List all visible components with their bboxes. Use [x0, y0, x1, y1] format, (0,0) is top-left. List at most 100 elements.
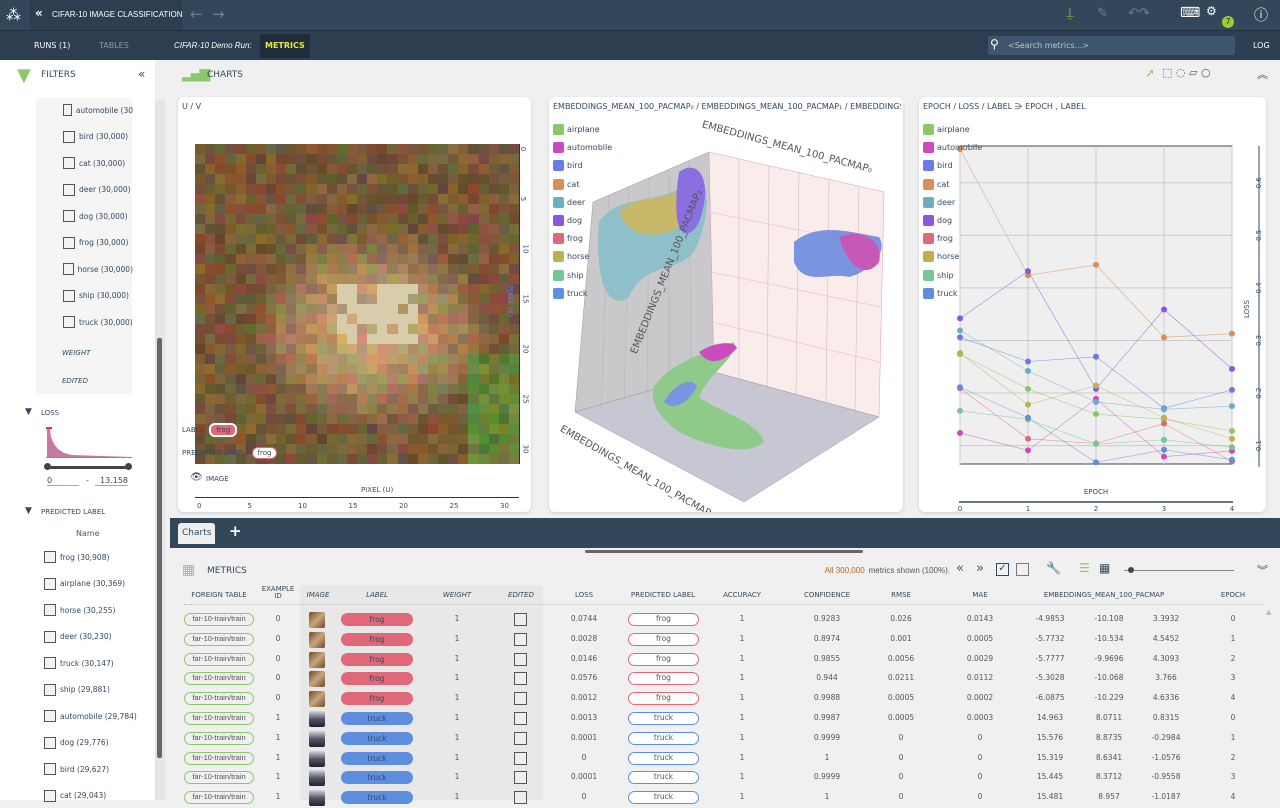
- image-thumbnail[interactable]: [309, 750, 325, 767]
- checkbox[interactable]: [63, 130, 75, 143]
- label-filter-item[interactable]: cat (30,000): [63, 157, 133, 169]
- wrench-icon[interactable]: 🔧: [1046, 561, 1061, 575]
- page-prev-icon[interactable]: «: [956, 561, 964, 576]
- select-tool-icon[interactable]: ➚: [1145, 66, 1156, 80]
- checkbox[interactable]: [44, 657, 56, 669]
- select-all-checkbox[interactable]: ✓: [996, 563, 1009, 576]
- loss-range-slider[interactable]: [47, 466, 130, 469]
- legend-item[interactable]: airplane: [553, 124, 600, 135]
- edited-checkbox[interactable]: [514, 712, 527, 725]
- foreign-table-badge[interactable]: far-10-train/train: [184, 672, 254, 686]
- legend-item[interactable]: deer: [923, 196, 955, 208]
- column-header[interactable]: EPOCH: [1220, 591, 1246, 599]
- add-tab-button[interactable]: +: [229, 522, 242, 540]
- table-row[interactable]: far-10-train/train 1 truck 1 0.0001 truck 1 0.9…: [170, 768, 1280, 788]
- foreign-table-badge[interactable]: far-10-train/train: [184, 632, 254, 646]
- legend-item[interactable]: deer: [553, 196, 585, 208]
- loss-line-plot[interactable]: 0.10.20.30.40.50.601234EPOCHLOSS: [919, 97, 1266, 512]
- panel-resize-handle[interactable]: [585, 550, 863, 553]
- legend-item[interactable]: horse: [553, 251, 589, 263]
- column-header[interactable]: EDITED: [508, 591, 534, 599]
- legend-item[interactable]: cat: [553, 178, 579, 190]
- legend-item[interactable]: automobile: [553, 142, 612, 154]
- edited-checkbox[interactable]: [514, 632, 527, 646]
- legend-item[interactable]: horse: [923, 251, 959, 263]
- checkbox[interactable]: [63, 210, 75, 222]
- checkbox[interactable]: [63, 263, 74, 275]
- label-filter-item[interactable]: dog (30,000): [63, 210, 133, 222]
- checkbox[interactable]: [44, 577, 56, 590]
- table-row[interactable]: far-10-train/train 0 frog 1 0.0028 frog 1 0.897…: [170, 630, 1280, 650]
- table-row[interactable]: far-10-train/train 1 truck 1 0 truck 1 1 0 0 15.31…: [170, 749, 1280, 769]
- tab-charts[interactable]: Charts: [178, 523, 216, 544]
- loss-min-handle[interactable]: [44, 463, 51, 470]
- loss-collapse-icon[interactable]: ▼: [25, 407, 32, 417]
- predicted-label-filter-item[interactable]: ship (29,881): [44, 683, 110, 696]
- legend-item[interactable]: automobile: [923, 142, 982, 154]
- predicted-label-filter-item[interactable]: automobile (29,784): [44, 710, 137, 722]
- forward-arrow-icon[interactable]: →: [212, 5, 225, 23]
- legend-item[interactable]: airplane: [923, 124, 970, 135]
- list-view-icon[interactable]: ☰: [1079, 561, 1090, 575]
- predicted-label-collapse-icon[interactable]: ▼: [25, 506, 32, 516]
- column-header[interactable]: FOREIGN TABLE: [191, 591, 247, 599]
- row-size-slider[interactable]: [1124, 570, 1234, 571]
- image-thumbnail[interactable]: [309, 790, 325, 807]
- label-filter-item[interactable]: deer (30,000): [63, 183, 133, 196]
- image-thumbnail[interactable]: [309, 711, 325, 727]
- label-badge[interactable]: truck: [341, 791, 413, 805]
- legend-item[interactable]: cat: [923, 178, 949, 190]
- logo-icon[interactable]: ⁂: [6, 6, 21, 24]
- image-thumbnail[interactable]: [309, 770, 325, 787]
- image-thumbnail[interactable]: [309, 651, 325, 668]
- tab-metrics[interactable]: METRICS: [260, 34, 310, 58]
- search-metrics-input[interactable]: ⚲ <Search metrics...>: [988, 36, 1235, 55]
- checkbox[interactable]: [44, 630, 56, 643]
- image-thumbnail[interactable]: [309, 730, 325, 747]
- loss-max-handle[interactable]: [125, 463, 132, 470]
- edit-icon[interactable]: ✎: [1097, 6, 1108, 21]
- column-header[interactable]: IMAGE: [306, 591, 330, 599]
- legend-item[interactable]: bird: [923, 160, 953, 172]
- table-row[interactable]: far-10-train/train 1 truck 1 0.0001 truck 1 0.9…: [170, 729, 1280, 749]
- column-header[interactable]: WEIGHT: [442, 591, 472, 599]
- grid-view-icon[interactable]: ▦: [1099, 561, 1111, 575]
- settings-icon[interactable]: ⚙: [1206, 4, 1217, 18]
- checkbox[interactable]: [44, 763, 56, 775]
- legend-item[interactable]: truck: [923, 287, 958, 299]
- keyboard-icon[interactable]: ⌨: [1180, 5, 1201, 21]
- column-header[interactable]: RMSE: [891, 591, 911, 599]
- loss-max-input[interactable]: 13.158: [95, 476, 128, 486]
- selection-tools-icon[interactable]: ⬚ ◌ ▱ ○: [1162, 66, 1211, 79]
- foreign-table-badge[interactable]: far-10-train/train: [184, 712, 254, 725]
- label-badge[interactable]: frog: [341, 613, 413, 626]
- page-next-icon[interactable]: »: [976, 561, 984, 576]
- tab-tables[interactable]: TABLES: [99, 41, 129, 50]
- legend-item[interactable]: bird: [553, 160, 583, 172]
- expand-icon[interactable]: ︾: [1257, 564, 1268, 577]
- checkbox[interactable]: [44, 551, 56, 563]
- collapse-charts-icon[interactable]: ︽: [1257, 68, 1268, 81]
- legend-item[interactable]: dog: [553, 215, 582, 226]
- legend-item[interactable]: truck: [553, 287, 588, 299]
- label-badge[interactable]: truck: [341, 712, 413, 725]
- label-badge[interactable]: frog: [341, 672, 413, 686]
- edited-checkbox[interactable]: [514, 692, 527, 706]
- foreign-table-badge[interactable]: far-10-train/train: [184, 731, 254, 745]
- predicted-label-filter-item[interactable]: cat (29,043): [44, 789, 106, 802]
- checkbox[interactable]: [63, 104, 72, 116]
- label-badge[interactable]: truck: [341, 731, 413, 745]
- foreign-table-badge[interactable]: far-10-train/train: [184, 692, 254, 706]
- eye-icon[interactable]: 👁: [190, 472, 203, 483]
- label-filter-item[interactable]: horse (30,000): [63, 263, 133, 275]
- label-filter-item[interactable]: bird (30,000): [63, 130, 133, 143]
- legend-item[interactable]: dog: [923, 215, 952, 226]
- log-button[interactable]: LOG: [1253, 41, 1270, 50]
- image-toggle-label[interactable]: IMAGE: [206, 475, 229, 483]
- checkbox[interactable]: [63, 289, 75, 302]
- foreign-table-badge[interactable]: far-10-train/train: [184, 791, 254, 805]
- image-thumbnail[interactable]: [309, 671, 325, 688]
- edited-filter[interactable]: EDITED: [62, 377, 88, 385]
- scroll-up-icon[interactable]: ▲: [1266, 608, 1272, 616]
- weight-filter[interactable]: WEIGHT: [62, 349, 91, 357]
